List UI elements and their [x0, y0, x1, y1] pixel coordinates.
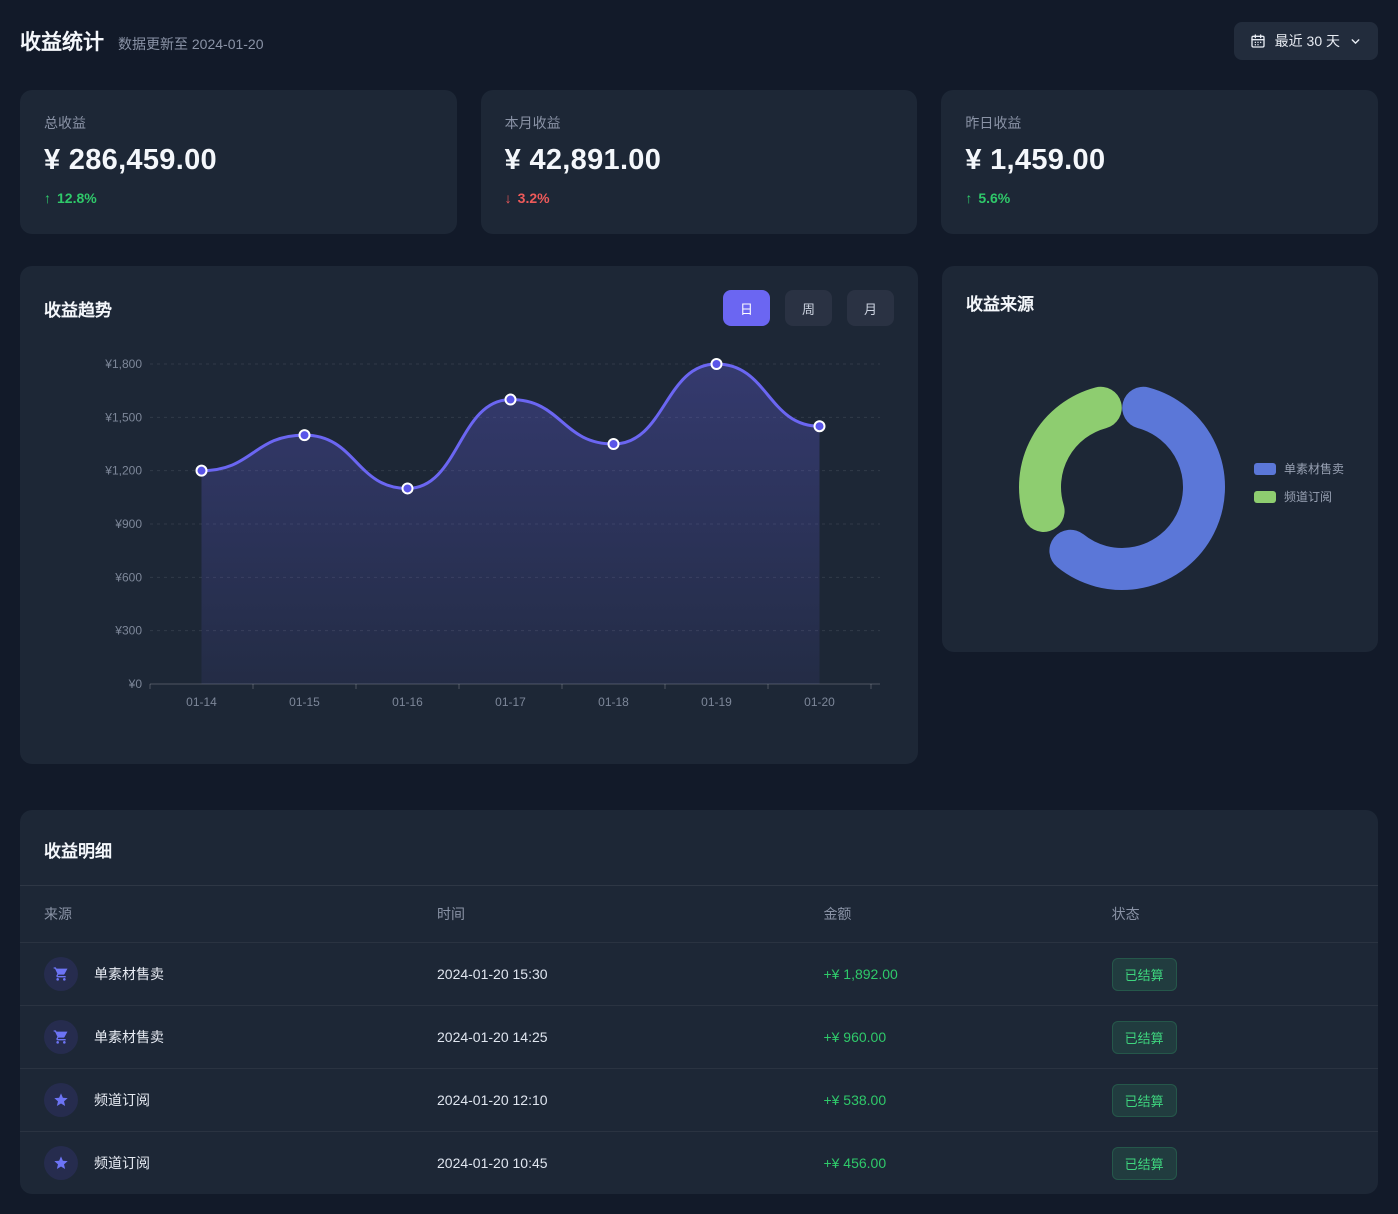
data-point: [504, 393, 517, 406]
cart-icon: [44, 957, 78, 991]
column-header-source: 来源: [44, 906, 72, 922]
svg-text:¥1,200: ¥1,200: [104, 464, 142, 478]
legend-label: 频道订阅: [1284, 490, 1332, 504]
status-badge: 已结算: [1111, 957, 1177, 991]
star-icon: [44, 1146, 78, 1180]
stat-label: 总收益: [44, 115, 86, 131]
svg-text:01-17: 01-17: [495, 695, 526, 709]
svg-text:¥1,500: ¥1,500: [104, 410, 142, 424]
trend-tab-day[interactable]: 日: [723, 290, 770, 326]
svg-text:01-20: 01-20: [804, 695, 835, 709]
transaction-time: 2024-01-20 10:45: [437, 1155, 548, 1171]
table-row[interactable]: 单素材售卖 2024-01-20 14:25 +¥ 960.00 已结算: [20, 1005, 1378, 1068]
svg-text:01-15: 01-15: [289, 695, 320, 709]
svg-text:01-16: 01-16: [392, 695, 423, 709]
table-title: 收益明细: [20, 810, 1378, 886]
transaction-time: 2024-01-20 12:10: [437, 1092, 548, 1108]
donut-segment-1: [1019, 386, 1122, 532]
revenue-trend-panel: 收益趋势 日周月 ¥0 ¥300 ¥600 ¥900 ¥1,200 ¥1,500 ¥1,80…: [20, 266, 918, 764]
sources-title: 收益来源: [966, 295, 1034, 314]
data-point: [195, 464, 208, 477]
table-header-row: 来源 时间 金额 状态: [20, 886, 1378, 942]
stat-card-month-revenue: 本月收益 ¥ 42,891.00 ↓ 3.2%: [480, 90, 918, 234]
svg-text:¥1,800: ¥1,800: [104, 357, 142, 371]
transaction-time: 2024-01-20 15:30: [437, 966, 548, 982]
table-row[interactable]: 频道订阅 2024-01-20 10:45 +¥ 456.00 已结算: [20, 1131, 1378, 1194]
stat-card-yesterday-revenue: 昨日收益 ¥ 1,459.00 ↑ 5.6%: [941, 90, 1378, 234]
svg-text:01-18: 01-18: [598, 695, 629, 709]
svg-text:¥600: ¥600: [114, 570, 142, 584]
table-row[interactable]: 单素材售卖 2024-01-20 15:30 +¥ 1,892.00 已结算: [20, 942, 1378, 1005]
stat-label: 本月收益: [504, 115, 561, 131]
transaction-amount: +¥ 456.00: [823, 1155, 887, 1171]
trend-title: 收益趋势: [44, 300, 112, 320]
trend-tab-week[interactable]: 周: [785, 290, 832, 326]
chevron-down-icon: [1349, 35, 1362, 48]
stat-delta: ↑ 12.8%: [44, 190, 97, 206]
transaction-amount: +¥ 538.00: [823, 1092, 887, 1108]
star-icon: [44, 1083, 78, 1117]
source-name: 频道订阅: [94, 1092, 150, 1108]
stat-card-total-revenue: 总收益 ¥ 286,459.00 ↑ 12.8%: [20, 90, 457, 234]
svg-text:01-14: 01-14: [186, 695, 217, 709]
transaction-amount: +¥ 1,892.00: [823, 966, 898, 982]
stat-value: ¥ 1,459.00: [965, 144, 1106, 176]
trend-tab-month[interactable]: 月: [847, 290, 894, 326]
page-title: 收益统计: [20, 31, 104, 54]
status-badge: 已结算: [1111, 1020, 1177, 1054]
data-point: [710, 358, 723, 370]
legend-swatch: [1254, 463, 1276, 475]
column-header-amount: 金额: [823, 906, 852, 922]
source-name: 单素材售卖: [94, 966, 164, 982]
cart-icon: [44, 1020, 78, 1054]
arrow-down-icon: ↓: [504, 190, 512, 206]
svg-text:¥0: ¥0: [128, 677, 143, 691]
arrow-up-icon: ↑: [44, 190, 51, 206]
data-point: [401, 482, 414, 495]
data-point: [813, 420, 826, 433]
source-name: 频道订阅: [94, 1155, 150, 1171]
svg-text:¥300: ¥300: [114, 624, 142, 638]
data-point: [298, 429, 311, 442]
calendar-icon: [1250, 33, 1266, 49]
table-row[interactable]: 频道订阅 2024-01-20 12:10 +¥ 538.00 已结算: [20, 1068, 1378, 1131]
date-range-label: 最近 30 天: [1274, 33, 1340, 49]
transaction-time: 2024-01-20 14:25: [437, 1029, 548, 1045]
page-header: 收益统计 数据更新至 2024-01-20 最近 30 天: [20, 22, 1378, 60]
stat-value: ¥ 42,891.00: [504, 144, 662, 176]
donut-segment-0: [1049, 386, 1225, 590]
status-badge: 已结算: [1111, 1146, 1177, 1180]
stat-label: 昨日收益: [965, 115, 1022, 131]
svg-text:01-19: 01-19: [701, 695, 732, 709]
data-updated-label: 数据更新至 2024-01-20: [118, 36, 264, 52]
status-badge: 已结算: [1111, 1083, 1177, 1117]
transaction-amount: +¥ 960.00: [823, 1029, 887, 1045]
arrow-up-icon: ↑: [965, 190, 973, 206]
table-body: 单素材售卖 2024-01-20 15:30 +¥ 1,892.00 已结算 单素材售卖…: [20, 942, 1378, 1194]
revenue-sources-panel: 收益来源 单素材售卖频道订阅: [942, 266, 1378, 652]
column-header-status: 状态: [1111, 906, 1140, 922]
revenue-detail-panel: 收益明细 来源 时间 金额 状态 单素材售卖 2024-01-20 15:30 +¥…: [20, 810, 1378, 1194]
revenue-trend-line-chart: ¥0 ¥300 ¥600 ¥900 ¥1,200 ¥1,500 ¥1,800 01-14 01-…: [104, 357, 880, 709]
column-header-time: 时间: [437, 906, 465, 922]
legend-swatch: [1254, 491, 1276, 503]
data-point: [607, 438, 620, 450]
trend-period-tabs: 日周月: [723, 290, 894, 326]
source-name: 单素材售卖: [94, 1029, 164, 1045]
stats-row: 总收益 ¥ 286,459.00 ↑ 12.8% 本月收益 ¥ 42,891.00…: [20, 90, 1378, 234]
date-range-button[interactable]: 最近 30 天: [1233, 22, 1378, 60]
stat-delta: ↑ 5.6%: [965, 190, 1011, 206]
stat-value: ¥ 286,459.00: [44, 144, 217, 176]
legend-label: 单素材售卖: [1284, 461, 1344, 476]
stat-delta: ↓ 3.2%: [504, 190, 550, 206]
svg-text:¥900: ¥900: [114, 517, 142, 531]
